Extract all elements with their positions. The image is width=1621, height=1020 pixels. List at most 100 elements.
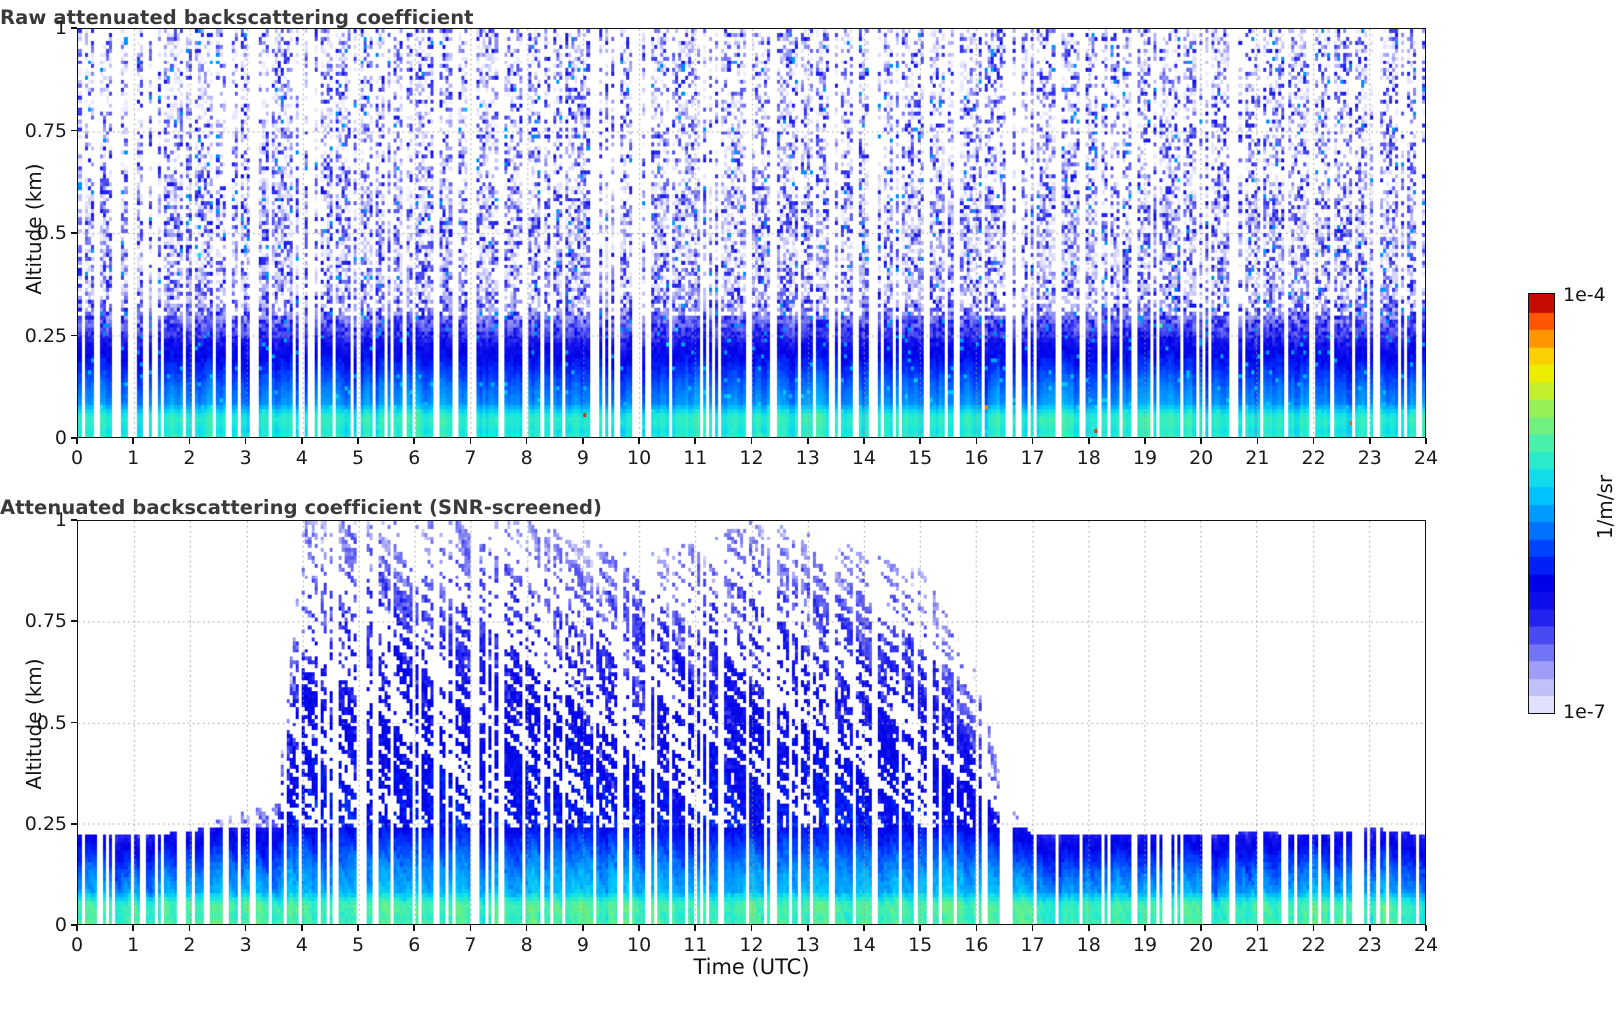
y-tick-mark (71, 334, 77, 337)
x-tick-label: 13 (795, 934, 820, 956)
x-tick-mark (413, 925, 416, 931)
y-tick-label: 0.5 (36, 711, 67, 734)
x-tick-label: 12 (739, 447, 764, 469)
colorbar-unit-label: 1/m/sr (1593, 474, 1617, 540)
x-tick-label: 1 (127, 934, 140, 956)
x-tick-label: 15 (908, 447, 933, 469)
x-tick-label: 22 (1301, 934, 1326, 956)
x-tick-label: 14 (851, 934, 876, 956)
x-tick-mark (76, 438, 78, 444)
x-tick-mark (1312, 438, 1315, 444)
x-tick-label: 24 (1413, 934, 1439, 956)
x-tick-label: 19 (1132, 447, 1158, 469)
x-tick-label: 22 (1301, 447, 1326, 469)
x-tick-mark (413, 438, 416, 444)
x-tick-label: 9 (576, 447, 589, 469)
x-tick-mark (357, 925, 359, 931)
x-tick-mark (301, 925, 303, 931)
y-tick-label: 0 (54, 914, 67, 936)
y-tick-label: 1 (54, 509, 67, 531)
x-tick-mark (863, 438, 865, 444)
panel-raw-plot-area[interactable] (77, 28, 1426, 438)
x-tick-label: 3 (239, 934, 252, 956)
x-tick-label: 16 (964, 447, 989, 469)
panel-screened-plot-area[interactable] (77, 520, 1426, 925)
x-tick-mark (1087, 925, 1090, 931)
x-tick-mark (1031, 925, 1034, 931)
x-tick-mark (244, 925, 247, 931)
x-tick-mark (694, 925, 697, 931)
x-tick-label: 4 (295, 447, 308, 469)
y-tick-mark (71, 620, 77, 623)
x-tick-mark (1368, 438, 1371, 444)
y-tick-label: 0.5 (36, 222, 67, 244)
x-tick-label: 17 (1020, 447, 1045, 469)
y-tick-mark (71, 129, 77, 132)
x-tick-mark (694, 438, 697, 444)
x-tick-mark (750, 438, 753, 444)
x-tick-mark (863, 925, 865, 931)
x-tick-label: 23 (1357, 447, 1382, 469)
x-tick-label: 8 (520, 447, 533, 469)
x-tick-label: 12 (739, 934, 764, 956)
y-tick-label: 1 (54, 17, 67, 39)
x-tick-mark (1144, 925, 1146, 931)
x-tick-mark (1312, 925, 1315, 931)
y-tick-mark (71, 822, 77, 825)
x-tick-mark (750, 925, 753, 931)
x-tick-label: 2 (183, 934, 196, 956)
x-tick-mark (188, 925, 191, 931)
x-tick-label: 11 (683, 934, 708, 956)
x-tick-mark (469, 925, 472, 931)
x-tick-label: 6 (408, 934, 421, 956)
x-tick-mark (638, 925, 640, 931)
colorbar-canvas (1529, 294, 1554, 713)
x-tick-label: 7 (464, 934, 477, 956)
x-tick-mark (76, 925, 78, 931)
x-tick-label: 0 (70, 934, 84, 956)
x-tick-mark (1256, 438, 1259, 444)
x-tick-label: 6 (408, 447, 421, 469)
x-tick-mark (919, 925, 921, 931)
x-tick-label: 19 (1132, 934, 1158, 956)
x-tick-mark (919, 438, 921, 444)
y-tick-mark (71, 519, 77, 521)
x-tick-label: 24 (1413, 447, 1439, 469)
colorbar-gradient[interactable] (1528, 293, 1555, 714)
y-tick-label: 0.25 (24, 324, 67, 347)
x-tick-label: 8 (520, 934, 533, 956)
x-tick-label: 13 (795, 447, 820, 469)
x-tick-mark (975, 438, 978, 444)
y-tick-mark (71, 232, 77, 234)
x-tick-mark (357, 438, 359, 444)
y-tick-mark (71, 437, 77, 439)
x-tick-label: 4 (295, 934, 308, 956)
x-tick-label: 14 (851, 447, 876, 469)
x-tick-mark (975, 925, 978, 931)
x-tick-mark (525, 438, 528, 444)
x-tick-label: 16 (964, 934, 989, 956)
x-tick-mark (1256, 925, 1259, 931)
x-tick-label: 21 (1245, 447, 1270, 469)
x-tick-mark (1200, 438, 1202, 444)
x-tick-label: 10 (626, 447, 652, 469)
y-tick-label: 0.25 (24, 812, 67, 835)
x-tick-mark (469, 438, 472, 444)
x-tick-label: 17 (1020, 934, 1045, 956)
y-tick-label: 0.75 (24, 610, 67, 633)
x-tick-mark (1368, 925, 1371, 931)
panel-screened-y-axis-label: Altitude (km) (22, 658, 46, 790)
y-tick-mark (71, 924, 77, 926)
x-tick-mark (1087, 438, 1090, 444)
x-tick-label: 7 (464, 447, 477, 469)
x-tick-mark (1200, 925, 1202, 931)
colorbar-min-label: 1e-7 (1563, 701, 1606, 723)
x-tick-label: 21 (1245, 934, 1270, 956)
y-tick-mark (71, 27, 77, 29)
x-tick-label: 1 (127, 447, 140, 469)
x-axis-label: Time (UTC) (693, 955, 810, 979)
x-tick-label: 20 (1189, 447, 1214, 469)
x-tick-mark (132, 438, 134, 444)
x-tick-label: 15 (908, 934, 933, 956)
